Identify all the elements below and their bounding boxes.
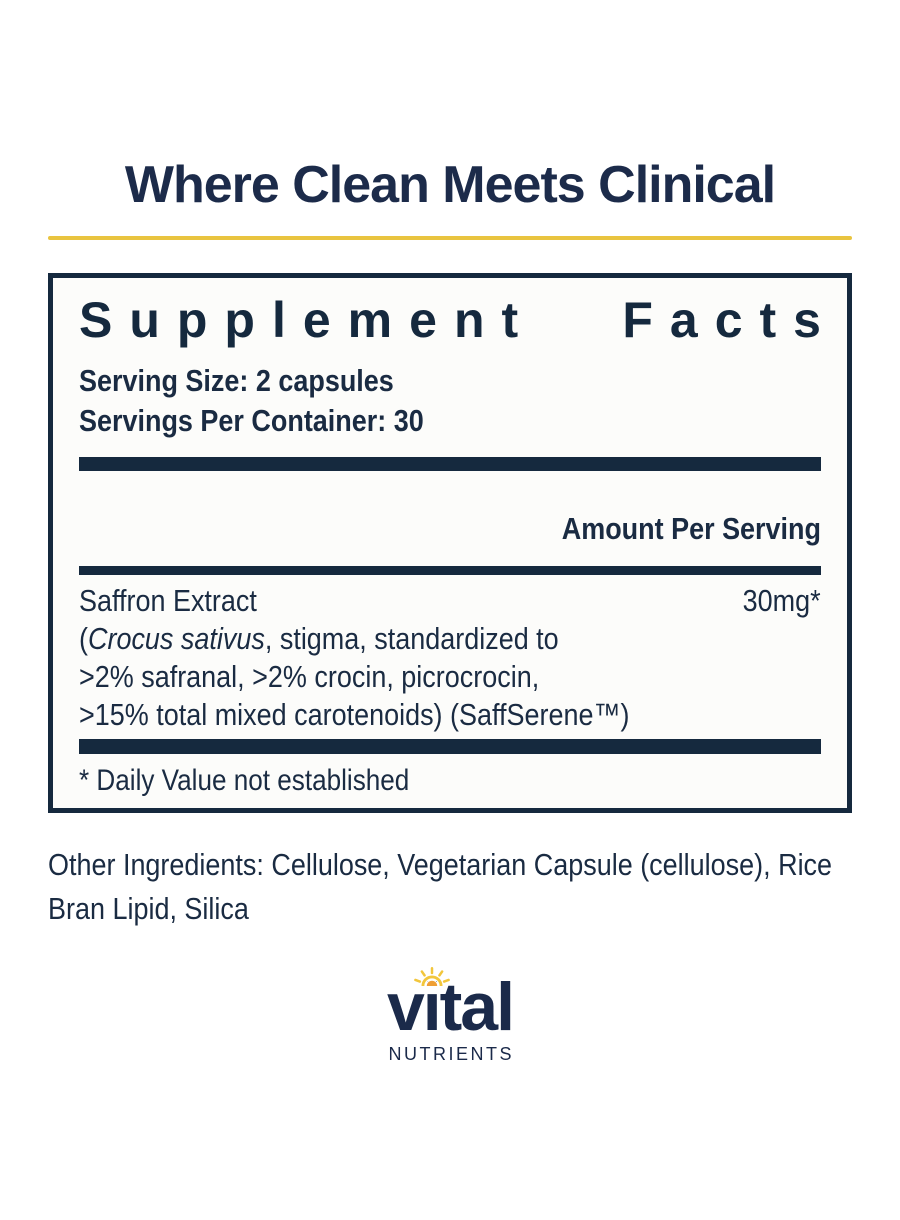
supplement-facts-panel: Supplement Facts Serving Size: 2 capsule… [48, 273, 852, 813]
ingredient-description-line-1: (Crocus sativus, stigma, standardized to [79, 621, 559, 656]
ingredient-description-line-3: >15% total mixed carotenoids) (SaffSeren… [79, 697, 630, 732]
heading-word-facts: Facts [622, 292, 838, 348]
serving-size: Serving Size: 2 capsules [79, 363, 394, 398]
amount-per-serving-label: Amount Per Serving [561, 511, 821, 546]
divider-bar-thick-top [79, 457, 821, 471]
divider-bar-thin [79, 566, 821, 575]
sun-icon [414, 967, 450, 987]
ingredient-description-line-2: >2% safranal, >2% crocin, picrocrocin, [79, 659, 540, 694]
gold-divider [48, 236, 852, 240]
product-label: Where Clean Meets Clinical Supplement Fa… [0, 156, 900, 1220]
ingredient-row: Saffron Extract 30mg* [79, 582, 821, 620]
servings-per-container: Servings Per Container: 30 [79, 403, 424, 438]
brand-name: vital [386, 969, 515, 1045]
latin-name: Crocus sativus [87, 621, 265, 656]
ingredient-amount: 30mg* [743, 583, 821, 618]
heading-word-supplement: Supplement [79, 292, 536, 348]
brand-subtitle: NUTRIENTS [388, 1044, 514, 1064]
brand-logo: vital NUTRIENTS [0, 967, 900, 1065]
other-ingredients: Other Ingredients: Cellulose, Vegetarian… [48, 847, 833, 926]
ingredient-name: Saffron Extract [79, 583, 257, 618]
page-title: Where Clean Meets Clinical [124, 156, 776, 214]
supplement-facts-heading: Supplement Facts [79, 293, 821, 347]
divider-bar-thick-bottom [79, 739, 821, 754]
daily-value-footnote: * Daily Value not established [79, 764, 410, 797]
